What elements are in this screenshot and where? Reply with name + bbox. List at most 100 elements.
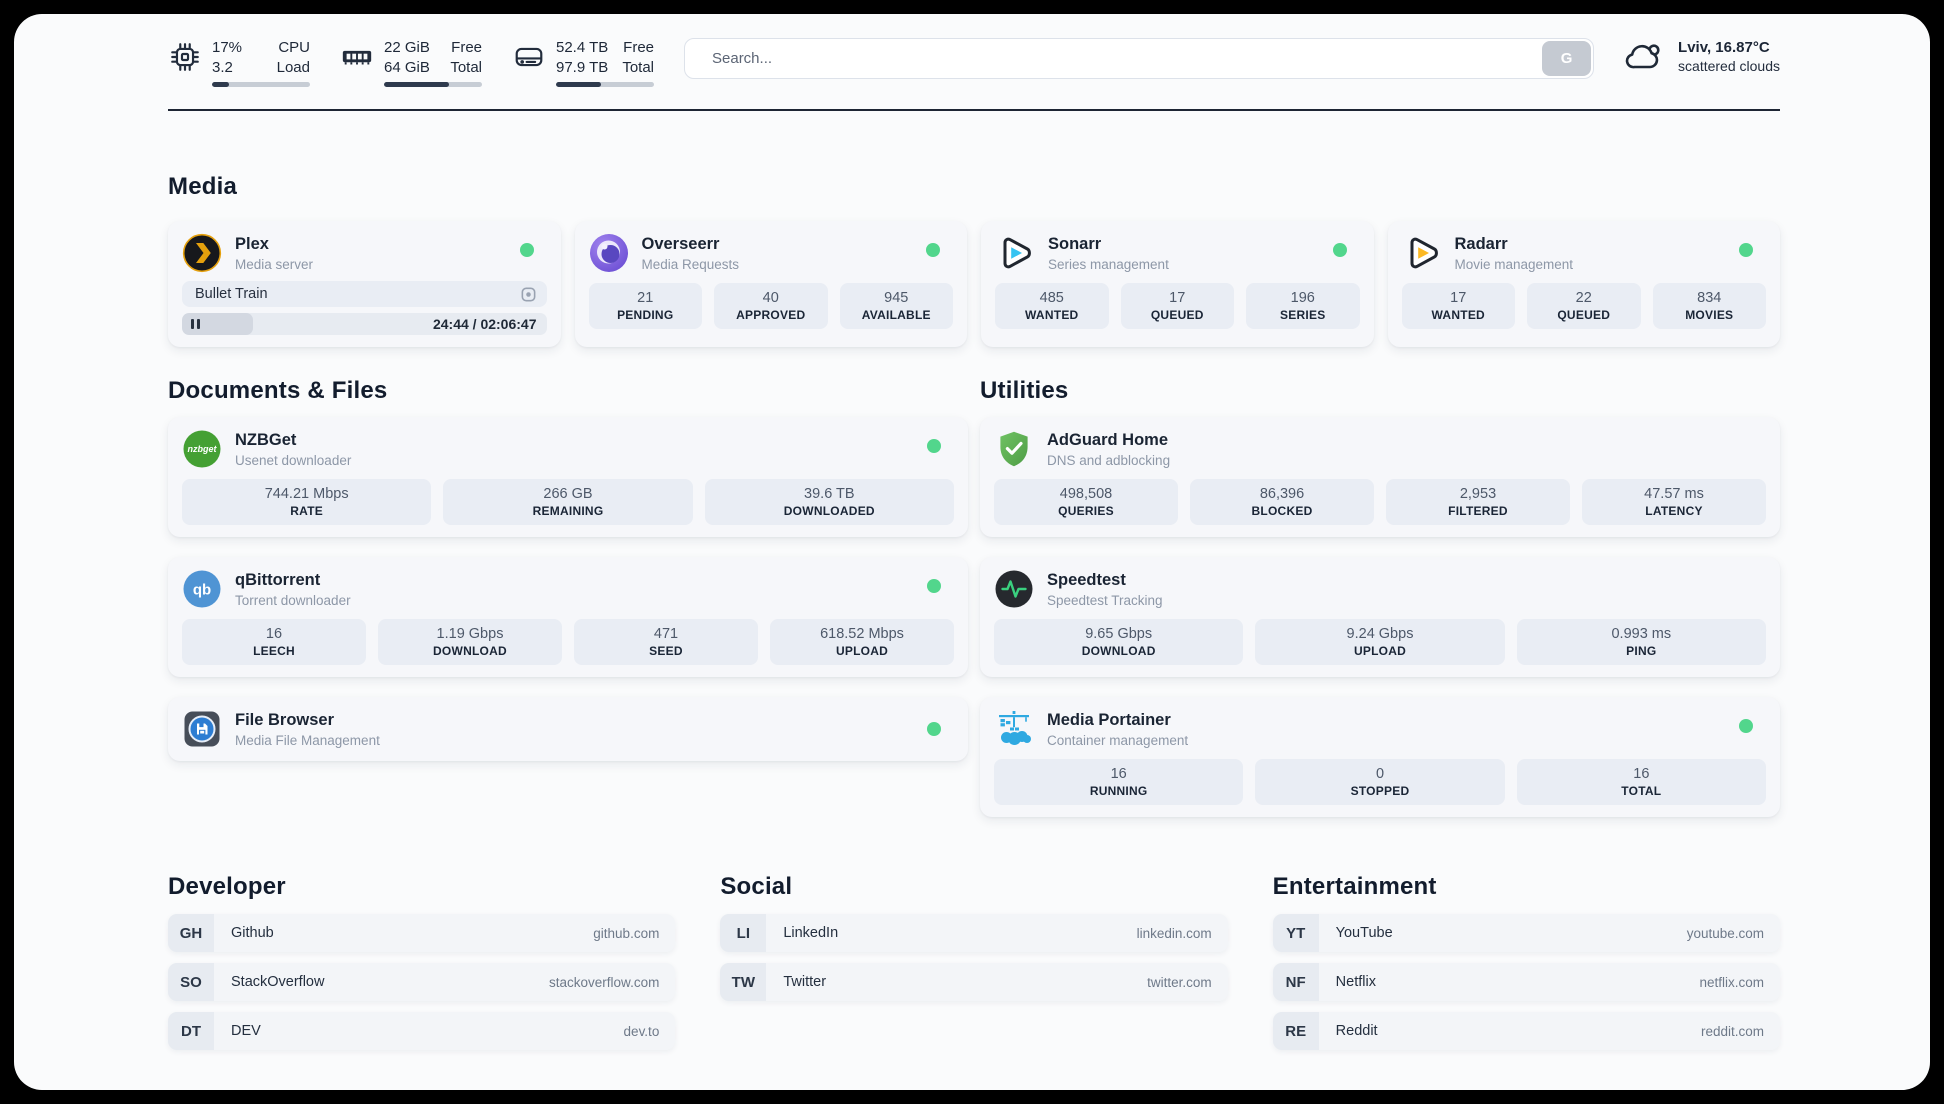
- bookmark-name: Twitter: [783, 974, 827, 990]
- speedtest-icon: [995, 570, 1033, 608]
- cpu-progress-track: [212, 82, 310, 87]
- app-subtitle: Media File Management: [235, 732, 380, 748]
- bookmark-group-developer: Developer GH Github github.com SO StackO…: [168, 873, 676, 1050]
- app-head: Sonarr Series management: [995, 233, 1360, 273]
- bookmark-stackoverflow[interactable]: SO StackOverflow stackoverflow.com: [168, 963, 676, 1001]
- stat-remaining: 266 GB REMAINING: [443, 479, 693, 525]
- stat-filtered: 2,953 FILTERED: [1386, 479, 1570, 525]
- stats: 485 WANTED 17 QUEUED 196 SERIES: [995, 283, 1360, 329]
- cpu-progress-fill: [212, 82, 229, 87]
- search-input[interactable]: [684, 38, 1595, 79]
- app-card-overseerr[interactable]: Overseerr Media Requests 21 PENDING 40 A…: [574, 221, 967, 347]
- app-head: Radarr Movie management: [1402, 233, 1767, 273]
- search-engine-button[interactable]: G: [1542, 41, 1592, 76]
- app-subtitle: Speedtest Tracking: [1047, 592, 1163, 608]
- cloud-icon: [1625, 44, 1660, 69]
- stat-approved: 40 APPROVED: [714, 283, 828, 329]
- app-head: Overseerr Media Requests: [589, 233, 954, 273]
- section-title-media: Media: [168, 173, 238, 200]
- app-titles: AdGuard Home DNS and adblocking: [1047, 431, 1170, 468]
- app-head: File Browser Media File Management: [182, 709, 954, 749]
- app-titles: Plex Media server: [235, 235, 313, 272]
- filebrowser-icon: [184, 711, 220, 747]
- bookmark-abbr: NF: [1272, 963, 1319, 1001]
- bookmark-abbr: GH: [168, 914, 214, 952]
- app-card-adguard[interactable]: AdGuard Home DNS and adblocking 498,508 …: [980, 417, 1780, 537]
- bookmark-group-entertainment: Entertainment YT YouTube youtube.com NF …: [1272, 873, 1780, 1050]
- adguard-icon: [1000, 431, 1028, 467]
- status-online-dot: [927, 722, 941, 736]
- bookmark-abbr: SO: [168, 963, 214, 1001]
- stat-wanted: 17 WANTED: [1401, 283, 1515, 329]
- app-card-sonarr[interactable]: Sonarr Series management 485 WANTED 17 Q…: [981, 221, 1374, 347]
- section-title-documents: Documents & Files: [168, 377, 388, 404]
- utilities-column: Utilities AdGuard Home DNS: [980, 377, 1780, 817]
- bookmark-abbr: YT: [1272, 914, 1319, 952]
- app-name: File Browser: [235, 710, 335, 729]
- radarr-icon: [1410, 237, 1438, 269]
- app-card-qbittorrent[interactable]: qb qBittorrent Torrent downloader 16 LEE…: [168, 557, 968, 677]
- app-card-filebrowser[interactable]: File Browser Media File Management: [168, 697, 968, 761]
- app-titles: Speedtest Speedtest Tracking: [1047, 571, 1163, 608]
- stat-available: 945 AVAILABLE: [839, 283, 953, 329]
- app-card-speedtest[interactable]: Speedtest Speedtest Tracking 9.65 Gbps D…: [980, 557, 1780, 677]
- stats: 17 WANTED 22 QUEUED 834 MOVIES: [1401, 283, 1766, 329]
- bookmark-youtube[interactable]: YT YouTube youtube.com: [1272, 914, 1780, 952]
- bookmark-name: DEV: [231, 1023, 261, 1039]
- stat-upload: 618.52 Mbps UPLOAD: [770, 619, 954, 665]
- app-titles: Media Portainer Container management: [1047, 711, 1188, 748]
- app-name: qBittorrent: [235, 570, 321, 589]
- pause-button[interactable]: [191, 319, 200, 329]
- app-subtitle: Media Requests: [641, 256, 740, 272]
- app-name: Radarr: [1454, 234, 1508, 253]
- app-subtitle: Media server: [235, 256, 314, 272]
- bookmark-abbr: LI: [720, 914, 767, 952]
- bookmark-domain: github.com: [593, 925, 660, 941]
- qbittorrent-icon: qb: [183, 570, 221, 608]
- bookmark-netflix[interactable]: NF Netflix netflix.com: [1272, 963, 1780, 1001]
- bookmark-name: YouTube: [1335, 925, 1393, 941]
- memory-values: 22 GiB 64 GiB: [384, 39, 430, 76]
- stat-download: 9.65 Gbps DOWNLOAD: [994, 619, 1244, 665]
- stat-ping: 0.993 ms PING: [1516, 619, 1766, 665]
- app-card-portainer[interactable]: Media Portainer Container management 16 …: [980, 697, 1780, 817]
- stats: 16 RUNNING 0 STOPPED 16 TOTAL: [994, 759, 1766, 805]
- svg-text:nzbget: nzbget: [188, 444, 218, 454]
- system-metrics: 17% 3.2 CPU Load: [168, 38, 654, 87]
- cpu-values: 17% 3.2: [212, 39, 243, 76]
- status-online-dot: [1739, 243, 1753, 257]
- bookmark-twitter[interactable]: TW Twitter twitter.com: [720, 963, 1228, 1001]
- app-subtitle: DNS and adblocking: [1047, 452, 1171, 468]
- app-card-radarr[interactable]: Radarr Movie management 17 WANTED 22 QUE…: [1387, 221, 1780, 347]
- memory-metric: 22 GiB 64 GiB Free Total: [340, 38, 482, 87]
- bookmark-domain: reddit.com: [1700, 1023, 1764, 1039]
- section-title-utilities: Utilities: [980, 377, 1069, 404]
- app-name: AdGuard Home: [1047, 430, 1169, 449]
- bookmark-dev[interactable]: DT DEV dev.to: [168, 1012, 676, 1050]
- app-titles: NZBGet Usenet downloader: [235, 431, 351, 468]
- disk-icon: [515, 47, 543, 67]
- bookmark-linkedin[interactable]: LI LinkedIn linkedin.com: [720, 914, 1228, 952]
- section-title-social: Social: [720, 873, 793, 900]
- bookmark-domain: twitter.com: [1147, 974, 1212, 990]
- app-card-nzbget[interactable]: nzbget NZBGet Usenet downloader 744.21 M…: [168, 417, 968, 537]
- status-online-dot: [927, 439, 941, 453]
- disk-progress-fill: [556, 82, 602, 87]
- app-titles: Overseerr Media Requests: [642, 235, 740, 272]
- stat-pending: 21 PENDING: [588, 283, 702, 329]
- bookmark-reddit[interactable]: RE Reddit reddit.com: [1272, 1012, 1780, 1050]
- weather-location-temp: Lviv, 16.87°C: [1678, 38, 1770, 56]
- cpu-labels: CPU Load: [276, 39, 310, 76]
- playback-progress-fill: [182, 313, 254, 335]
- search-bar: G: [684, 38, 1595, 79]
- app-subtitle: Container management: [1047, 732, 1189, 748]
- status-online-dot: [926, 243, 940, 257]
- stat-rate: 744.21 Mbps RATE: [182, 479, 432, 525]
- disk-labels: Free Total: [622, 39, 654, 76]
- stat-running: 16 RUNNING: [994, 759, 1244, 805]
- app-card-plex[interactable]: Plex Media server Bullet Train 24:44 / 0…: [168, 221, 561, 347]
- playback-time: 24:44 / 02:06:47: [432, 316, 537, 332]
- bookmark-abbr: RE: [1272, 1012, 1319, 1050]
- section-title-entertainment: Entertainment: [1272, 873, 1437, 900]
- bookmark-github[interactable]: GH Github github.com: [168, 914, 676, 952]
